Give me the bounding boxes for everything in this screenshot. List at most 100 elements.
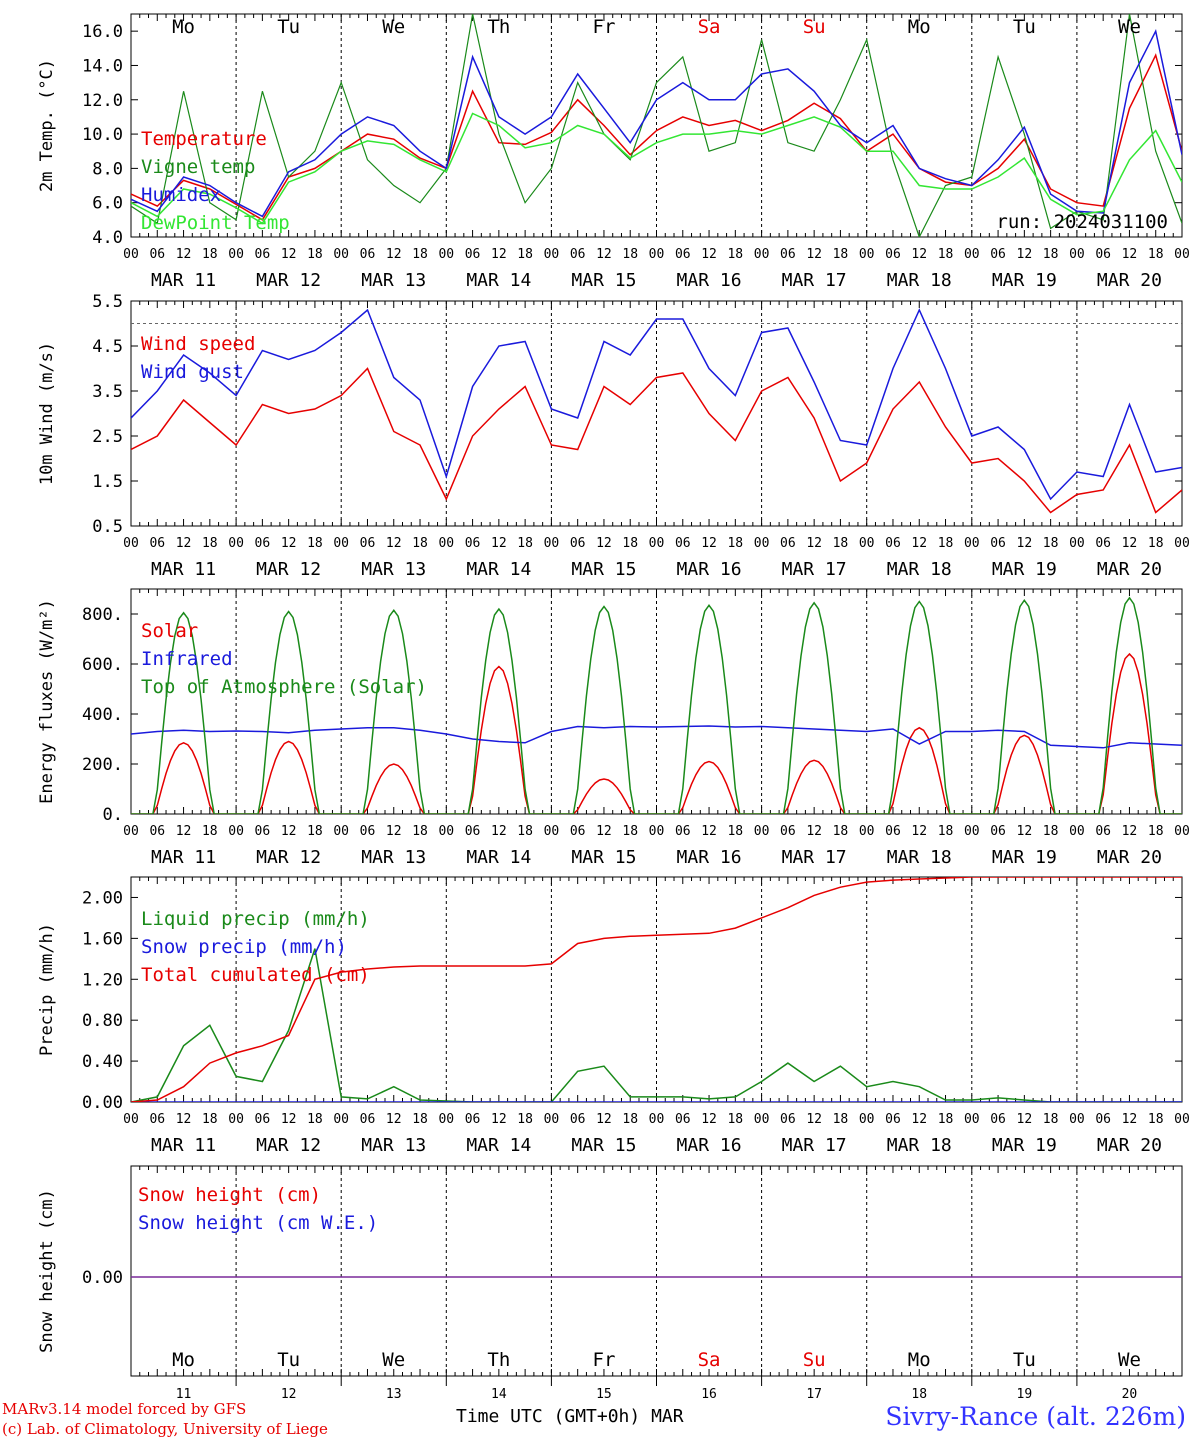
hour-tick-label: 18 [727, 247, 743, 262]
series-line [131, 652, 1182, 814]
hour-tick-label: 00 [544, 536, 560, 551]
weekday-label-bottom: Tu [277, 1349, 300, 1371]
legend-entry: Wind gust [141, 361, 244, 383]
date-label: MAR 16 [677, 559, 742, 580]
hour-tick-label: 06 [570, 1112, 586, 1127]
hour-tick-label: 06 [885, 247, 901, 262]
hour-tick-label: 06 [1095, 1112, 1111, 1127]
date-label: MAR 18 [887, 1135, 952, 1156]
y-tick-label: 10.0 [82, 125, 123, 145]
hour-tick-label: 18 [517, 247, 533, 262]
hour-tick-label: 12 [176, 247, 192, 262]
hour-tick-label: 12 [491, 824, 507, 839]
day-number-label: 11 [176, 1387, 192, 1402]
hour-tick-label: 12 [806, 1112, 822, 1127]
hour-tick-label: 06 [465, 247, 481, 262]
y-tick-label: 600. [82, 655, 123, 675]
hour-tick-label: 18 [1148, 536, 1164, 551]
day-number-label: 16 [701, 1387, 717, 1402]
y-tick-label: 0. [103, 805, 123, 825]
weekday-label-top: Su [803, 16, 826, 38]
hour-tick-label: 18 [202, 247, 218, 262]
y-tick-label: 4.5 [92, 337, 123, 357]
hour-tick-label: 06 [149, 1112, 165, 1127]
date-label: MAR 18 [887, 270, 952, 291]
y-tick-label: 0.40 [82, 1052, 123, 1072]
hour-tick-label: 00 [544, 247, 560, 262]
y-axis-label: Energy fluxes (W/m²) [37, 599, 57, 804]
hour-tick-label: 06 [570, 536, 586, 551]
date-label: MAR 12 [256, 1135, 321, 1156]
y-tick-label: 2.00 [82, 888, 123, 908]
legend-entry: DewPoint Temp [141, 212, 290, 234]
hour-tick-label: 00 [228, 536, 244, 551]
legend-entry: Snow precip (mm/h) [141, 936, 347, 958]
series-line [131, 112, 1182, 225]
y-tick-label: 0.5 [92, 517, 123, 537]
hour-tick-label: 12 [176, 824, 192, 839]
hour-tick-label: 18 [517, 1112, 533, 1127]
hour-tick-label: 12 [176, 536, 192, 551]
hour-tick-label: 00 [964, 824, 980, 839]
y-tick-label: 6.0 [92, 194, 123, 214]
hour-tick-label: 00 [754, 824, 770, 839]
y-tick-label: 2.5 [92, 427, 123, 447]
weekday-label-bottom: Fr [593, 1349, 616, 1371]
hour-tick-label: 18 [727, 536, 743, 551]
hour-tick-label: 06 [255, 824, 271, 839]
hour-tick-label: 18 [727, 1112, 743, 1127]
hour-tick-label: 18 [1043, 824, 1059, 839]
y-tick-label: 400. [82, 705, 123, 725]
hour-tick-label: 00 [1174, 247, 1190, 262]
date-label: MAR 20 [1097, 1135, 1162, 1156]
date-label: MAR 17 [782, 559, 847, 580]
series-line [131, 877, 1182, 1102]
y-axis-label: Snow height (cm) [37, 1189, 57, 1353]
legend-entry: Top of Atmosphere (Solar) [141, 676, 427, 698]
date-label: MAR 18 [887, 847, 952, 868]
hour-tick-label: 18 [622, 536, 638, 551]
hour-tick-label: 06 [570, 824, 586, 839]
hour-tick-label: 00 [754, 1112, 770, 1127]
date-label: MAR 15 [571, 847, 636, 868]
weekday-label-top: Fr [593, 16, 616, 38]
hour-tick-label: 18 [622, 1112, 638, 1127]
date-label: MAR 14 [466, 270, 531, 291]
date-label: MAR 17 [782, 1135, 847, 1156]
hour-tick-label: 06 [570, 247, 586, 262]
hour-tick-label: 12 [176, 1112, 192, 1127]
weekday-label-top: Sa [698, 16, 721, 38]
hour-tick-label: 12 [701, 247, 717, 262]
hour-tick-label: 00 [228, 1112, 244, 1127]
hour-tick-label: 12 [701, 824, 717, 839]
hour-tick-label: 00 [1069, 536, 1085, 551]
hour-tick-label: 00 [964, 536, 980, 551]
date-label: MAR 14 [466, 1135, 531, 1156]
hour-tick-label: 18 [1043, 536, 1059, 551]
legend-entry: Liquid precip (mm/h) [141, 908, 370, 930]
date-label: MAR 19 [992, 559, 1057, 580]
hour-tick-label: 12 [281, 247, 297, 262]
y-axis-label: 10m Wind (m/s) [37, 342, 57, 485]
weekday-label-top: We [1118, 16, 1141, 38]
date-label: MAR 19 [992, 270, 1057, 291]
hour-tick-label: 06 [360, 247, 376, 262]
y-tick-label: 16.0 [82, 22, 123, 42]
station-name: Sivry-Rance (alt. 226m) [885, 1402, 1186, 1431]
weekday-label-top: Tu [277, 16, 300, 38]
hour-tick-label: 12 [1122, 536, 1138, 551]
y-tick-label: 0.00 [82, 1093, 123, 1113]
hour-tick-label: 06 [1095, 536, 1111, 551]
hour-tick-label: 18 [1148, 1112, 1164, 1127]
hour-tick-label: 12 [491, 247, 507, 262]
hour-tick-label: 00 [1069, 824, 1085, 839]
weekday-label-bottom: Mo [908, 1349, 931, 1371]
hour-tick-label: 00 [859, 247, 875, 262]
hour-tick-label: 06 [465, 536, 481, 551]
hour-tick-label: 06 [360, 536, 376, 551]
hour-tick-label: 18 [1043, 1112, 1059, 1127]
date-label: MAR 11 [151, 559, 216, 580]
legend-entry: Vigne temp [141, 156, 255, 178]
series-line [131, 367, 1182, 514]
